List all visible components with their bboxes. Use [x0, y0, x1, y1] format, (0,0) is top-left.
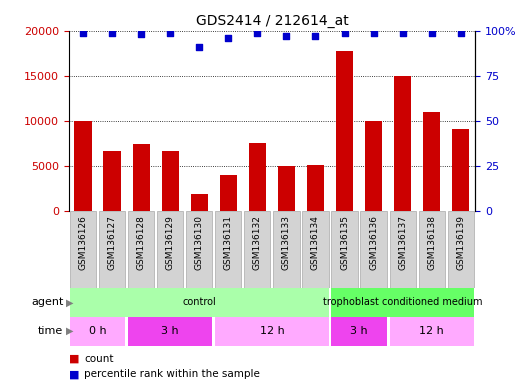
Title: GDS2414 / 212614_at: GDS2414 / 212614_at [195, 14, 348, 28]
Bar [215, 211, 241, 288]
Text: agent: agent [31, 297, 63, 308]
Bar [128, 211, 154, 288]
Bar [419, 211, 445, 288]
Point [369, 30, 378, 36]
Bar [394, 76, 411, 211]
Bar [249, 142, 266, 211]
Bar [186, 211, 212, 288]
Text: GSM136127: GSM136127 [108, 215, 117, 270]
Bar [390, 317, 474, 346]
Text: GSM136130: GSM136130 [195, 215, 204, 270]
Point [312, 33, 320, 39]
Bar [215, 317, 328, 346]
Text: ■: ■ [69, 354, 79, 364]
Point [456, 30, 465, 36]
Point [79, 30, 88, 36]
Text: ■: ■ [69, 369, 79, 379]
Text: GSM136134: GSM136134 [311, 215, 320, 270]
Text: ▶: ▶ [66, 326, 73, 336]
Text: 12 h: 12 h [260, 326, 284, 336]
Point [224, 35, 232, 41]
Point [195, 44, 204, 50]
Bar [157, 211, 183, 288]
Text: 0 h: 0 h [89, 326, 107, 336]
Text: trophoblast conditioned medium: trophoblast conditioned medium [323, 297, 483, 308]
Text: 12 h: 12 h [419, 326, 444, 336]
Text: GSM136128: GSM136128 [137, 215, 146, 270]
Bar [423, 112, 440, 211]
Text: GSM136131: GSM136131 [224, 215, 233, 270]
Text: GSM136133: GSM136133 [282, 215, 291, 270]
Text: GSM136129: GSM136129 [166, 215, 175, 270]
Text: count: count [84, 354, 114, 364]
Bar [390, 211, 416, 288]
Text: control: control [183, 297, 216, 308]
Bar [99, 211, 125, 288]
Bar [128, 317, 212, 346]
Point [137, 31, 146, 37]
Text: percentile rank within the sample: percentile rank within the sample [84, 369, 260, 379]
Bar [220, 175, 237, 211]
Bar [74, 121, 92, 211]
Point [399, 30, 407, 36]
Text: ▶: ▶ [66, 297, 73, 308]
Bar [70, 211, 96, 288]
Bar [278, 166, 295, 211]
Text: GSM136136: GSM136136 [369, 215, 378, 270]
Bar [70, 288, 328, 317]
Text: GSM136126: GSM136126 [79, 215, 88, 270]
Bar [191, 194, 208, 211]
Text: GSM136139: GSM136139 [456, 215, 465, 270]
Point [253, 30, 262, 36]
Bar [103, 151, 121, 211]
Bar [307, 165, 324, 211]
Bar [274, 211, 299, 288]
Bar [336, 51, 353, 211]
Point [166, 30, 174, 36]
Bar [303, 211, 328, 288]
Bar [365, 121, 382, 211]
Text: 3 h: 3 h [162, 326, 179, 336]
Bar [332, 211, 357, 288]
Bar [452, 129, 469, 211]
Point [428, 30, 436, 36]
Point [108, 30, 116, 36]
Point [340, 30, 348, 36]
Text: 3 h: 3 h [350, 326, 368, 336]
Text: GSM136135: GSM136135 [340, 215, 349, 270]
Text: GSM136138: GSM136138 [427, 215, 436, 270]
Bar [448, 211, 474, 288]
Bar [332, 317, 386, 346]
Text: time: time [38, 326, 63, 336]
Text: GSM136132: GSM136132 [253, 215, 262, 270]
Bar [244, 211, 270, 288]
Bar [332, 288, 474, 317]
Text: GSM136137: GSM136137 [398, 215, 407, 270]
Bar [162, 151, 179, 211]
Bar [361, 211, 386, 288]
Bar [133, 144, 150, 211]
Bar [70, 317, 125, 346]
Point [282, 33, 290, 39]
